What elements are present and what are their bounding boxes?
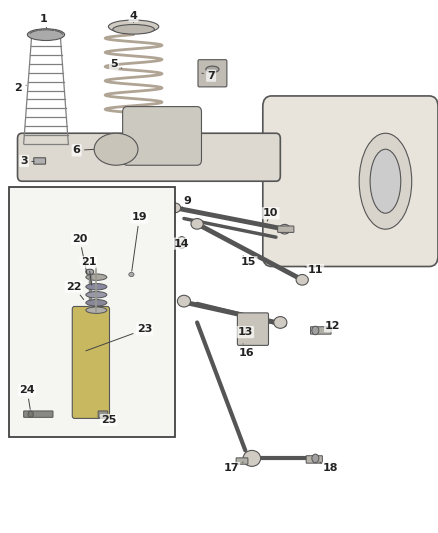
FancyBboxPatch shape xyxy=(237,313,268,345)
Ellipse shape xyxy=(86,284,107,290)
Text: 1: 1 xyxy=(40,14,48,28)
Ellipse shape xyxy=(86,307,107,313)
FancyBboxPatch shape xyxy=(72,306,110,418)
FancyBboxPatch shape xyxy=(24,411,53,417)
Ellipse shape xyxy=(86,300,107,306)
Ellipse shape xyxy=(86,292,107,298)
Text: 10: 10 xyxy=(263,208,279,221)
Ellipse shape xyxy=(274,317,287,328)
FancyBboxPatch shape xyxy=(34,158,46,164)
Text: 12: 12 xyxy=(325,321,341,331)
Ellipse shape xyxy=(109,20,159,34)
Ellipse shape xyxy=(113,25,154,34)
Ellipse shape xyxy=(312,326,319,335)
Text: 22: 22 xyxy=(66,282,84,300)
Ellipse shape xyxy=(94,133,138,165)
FancyBboxPatch shape xyxy=(18,133,280,181)
Text: 7: 7 xyxy=(202,71,215,80)
Ellipse shape xyxy=(243,450,261,466)
Text: 6: 6 xyxy=(73,146,94,155)
Text: 21: 21 xyxy=(81,257,96,285)
Ellipse shape xyxy=(177,237,187,248)
Text: 14: 14 xyxy=(174,239,190,248)
FancyBboxPatch shape xyxy=(263,96,438,266)
FancyBboxPatch shape xyxy=(236,458,248,464)
Text: 5: 5 xyxy=(110,59,122,69)
Ellipse shape xyxy=(279,224,290,234)
Text: 13: 13 xyxy=(237,327,253,337)
Ellipse shape xyxy=(86,269,94,274)
Text: 2: 2 xyxy=(14,83,26,93)
FancyBboxPatch shape xyxy=(311,327,331,334)
Text: 17: 17 xyxy=(223,462,243,473)
FancyBboxPatch shape xyxy=(198,60,227,87)
Text: 18: 18 xyxy=(320,462,339,473)
Text: 9: 9 xyxy=(182,196,191,208)
FancyBboxPatch shape xyxy=(123,107,201,165)
Text: 4: 4 xyxy=(130,11,138,22)
Text: 11: 11 xyxy=(304,265,323,275)
Text: 3: 3 xyxy=(20,156,34,166)
Ellipse shape xyxy=(28,411,33,417)
Ellipse shape xyxy=(27,29,64,41)
Text: 25: 25 xyxy=(101,415,117,425)
Ellipse shape xyxy=(359,133,412,229)
Text: 16: 16 xyxy=(238,344,254,358)
Ellipse shape xyxy=(191,219,203,229)
Text: 15: 15 xyxy=(241,256,257,267)
Ellipse shape xyxy=(86,274,107,280)
Ellipse shape xyxy=(170,203,180,213)
FancyBboxPatch shape xyxy=(9,187,175,437)
Text: 23: 23 xyxy=(86,325,152,351)
Ellipse shape xyxy=(206,66,219,72)
Text: 19: 19 xyxy=(131,213,147,271)
FancyBboxPatch shape xyxy=(98,411,108,417)
Ellipse shape xyxy=(177,295,191,307)
Ellipse shape xyxy=(312,454,319,463)
Ellipse shape xyxy=(370,149,401,213)
FancyBboxPatch shape xyxy=(278,226,294,232)
Ellipse shape xyxy=(296,274,308,285)
FancyBboxPatch shape xyxy=(306,456,322,463)
Text: 20: 20 xyxy=(72,234,88,274)
Ellipse shape xyxy=(129,272,134,277)
Text: 24: 24 xyxy=(19,385,35,409)
